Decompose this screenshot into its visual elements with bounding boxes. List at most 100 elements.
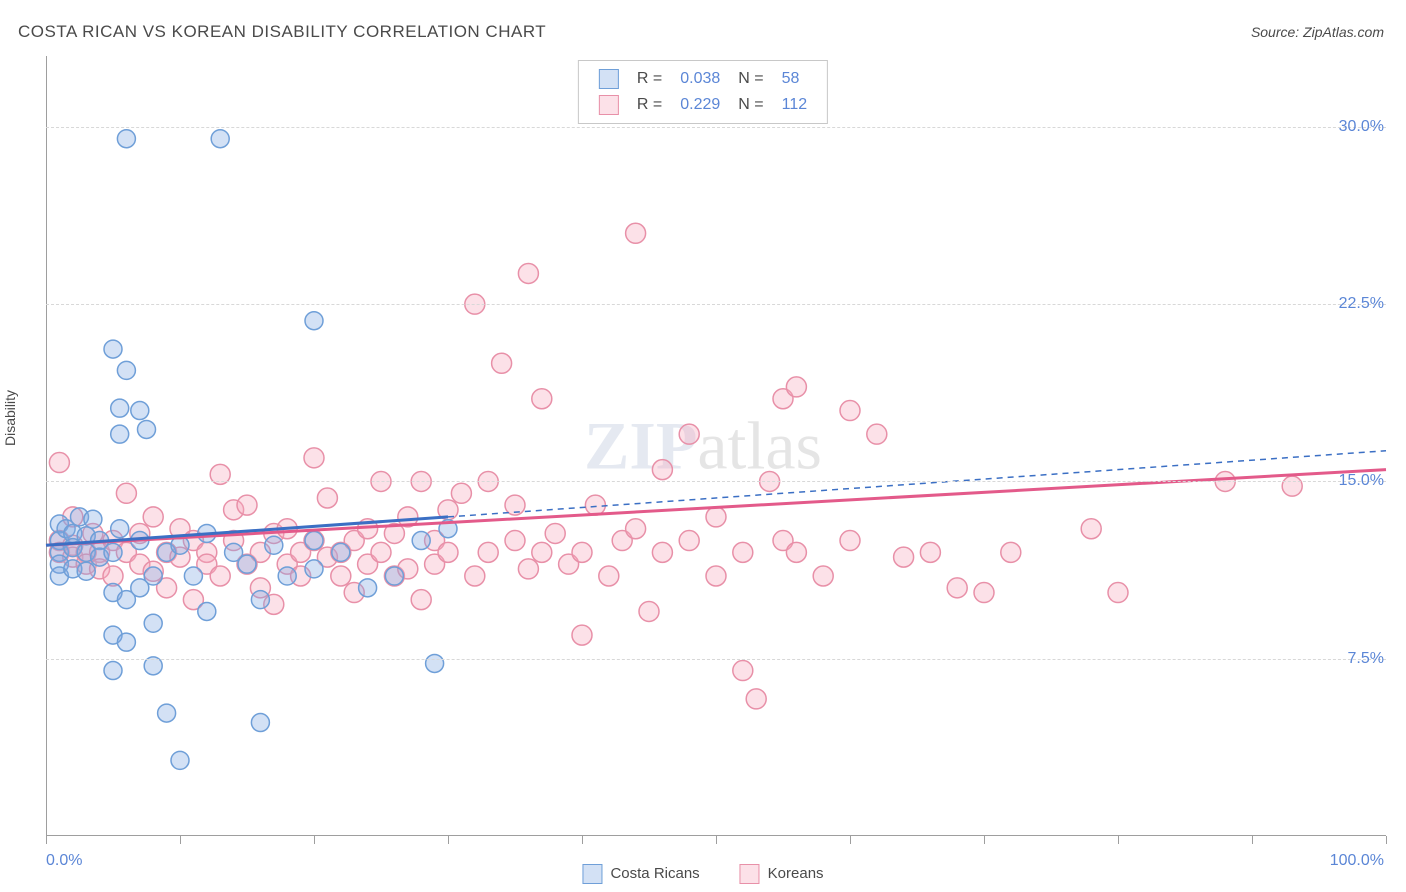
stats-r-value-a: 0.038 xyxy=(672,67,728,91)
koreans-point xyxy=(518,263,538,283)
koreans-point xyxy=(465,566,485,586)
koreans-point xyxy=(411,590,431,610)
stats-swatch-a xyxy=(599,69,619,89)
stats-r-label: R = xyxy=(629,67,670,91)
x-tick xyxy=(314,836,315,844)
costa-ricans-point xyxy=(117,361,135,379)
koreans-point xyxy=(1081,519,1101,539)
koreans-point xyxy=(840,401,860,421)
koreans-point xyxy=(237,495,257,515)
koreans-point xyxy=(679,531,699,551)
stats-n-label-b: N = xyxy=(730,93,771,117)
koreans-point xyxy=(143,507,163,527)
costa-ricans-point xyxy=(158,704,176,722)
koreans-point xyxy=(532,389,552,409)
koreans-point xyxy=(49,453,69,473)
costa-ricans-point xyxy=(138,420,156,438)
x-tick xyxy=(1386,836,1387,844)
costa-ricans-point xyxy=(251,714,269,732)
koreans-point xyxy=(746,689,766,709)
costa-ricans-point xyxy=(426,654,444,672)
costa-ricans-point xyxy=(84,510,102,528)
costa-ricans-point xyxy=(131,402,149,420)
koreans-point xyxy=(438,542,458,562)
stats-n-label: N = xyxy=(730,67,771,91)
koreans-point xyxy=(585,495,605,515)
stats-swatch-b xyxy=(599,95,619,115)
koreans-point xyxy=(639,601,659,621)
costa-ricans-point xyxy=(77,562,95,580)
x-axis-min-label: 0.0% xyxy=(46,852,82,870)
stats-n-value-a: 58 xyxy=(774,67,816,91)
costa-ricans-point xyxy=(265,536,283,554)
koreans-point xyxy=(840,531,860,551)
costa-ricans-point xyxy=(117,130,135,148)
koreans-point xyxy=(210,566,230,586)
x-tick xyxy=(46,836,47,844)
costa-ricans-point xyxy=(238,555,256,573)
costa-ricans-point xyxy=(104,662,122,680)
chart-source: Source: ZipAtlas.com xyxy=(1251,24,1384,40)
y-tick-label: 15.0% xyxy=(1339,472,1384,490)
koreans-point xyxy=(545,523,565,543)
koreans-point xyxy=(371,542,391,562)
koreans-point xyxy=(974,583,994,603)
costa-ricans-point xyxy=(278,567,296,585)
koreans-point xyxy=(652,460,672,480)
costa-ricans-point xyxy=(111,425,129,443)
koreans-point xyxy=(599,566,619,586)
x-tick xyxy=(716,836,717,844)
legend-label-b: Koreans xyxy=(768,865,824,882)
plot-svg xyxy=(46,56,1386,836)
costa-ricans-point xyxy=(104,543,122,561)
stats-r-label-b: R = xyxy=(629,93,670,117)
bottom-legend: Costa Ricans Koreans xyxy=(582,864,823,884)
koreans-point xyxy=(813,566,833,586)
x-tick xyxy=(1118,836,1119,844)
costa-ricans-point xyxy=(305,532,323,550)
koreans-point xyxy=(733,542,753,562)
koreans-point xyxy=(626,519,646,539)
stats-box: R = 0.038 N = 58 R = 0.229 N = 112 xyxy=(578,60,828,124)
gridline xyxy=(46,659,1386,660)
swatch-koreans xyxy=(740,864,760,884)
swatch-costa-ricans xyxy=(582,864,602,884)
koreans-point xyxy=(505,531,525,551)
costa-ricans-point xyxy=(117,633,135,651)
legend-label-a: Costa Ricans xyxy=(610,865,699,882)
stats-n-value-b: 112 xyxy=(774,93,816,117)
costa-ricans-point xyxy=(359,579,377,597)
koreans-point xyxy=(706,507,726,527)
koreans-point xyxy=(679,424,699,444)
costa-ricans-points xyxy=(50,130,457,770)
stats-row-b: R = 0.229 N = 112 xyxy=(591,93,815,117)
stats-r-value-b: 0.229 xyxy=(672,93,728,117)
y-tick-label: 22.5% xyxy=(1339,295,1384,313)
costa-ricans-point xyxy=(198,602,216,620)
koreans-point xyxy=(478,542,498,562)
y-tick-label: 7.5% xyxy=(1348,650,1384,668)
costa-ricans-point xyxy=(111,520,129,538)
koreans-point xyxy=(1282,476,1302,496)
koreans-point xyxy=(532,542,552,562)
koreans-point xyxy=(572,625,592,645)
costa-ricans-point xyxy=(171,751,189,769)
costa-ricans-point xyxy=(305,560,323,578)
y-axis-label: Disability xyxy=(2,390,18,446)
koreans-point xyxy=(867,424,887,444)
koreans-point xyxy=(706,566,726,586)
koreans-point xyxy=(1108,583,1128,603)
chart-title: COSTA RICAN VS KOREAN DISABILITY CORRELA… xyxy=(18,22,546,42)
costa-ricans-point xyxy=(251,591,269,609)
y-tick-label: 30.0% xyxy=(1339,118,1384,136)
x-tick xyxy=(850,836,851,844)
costa-ricans-point xyxy=(144,567,162,585)
koreans-point xyxy=(733,661,753,681)
koreans-point xyxy=(492,353,512,373)
costa-ricans-point xyxy=(144,614,162,632)
koreans-point xyxy=(331,566,351,586)
koreans-point xyxy=(947,578,967,598)
koreans-point xyxy=(304,448,324,468)
costa-ricans-point xyxy=(184,567,202,585)
gridline xyxy=(46,304,1386,305)
